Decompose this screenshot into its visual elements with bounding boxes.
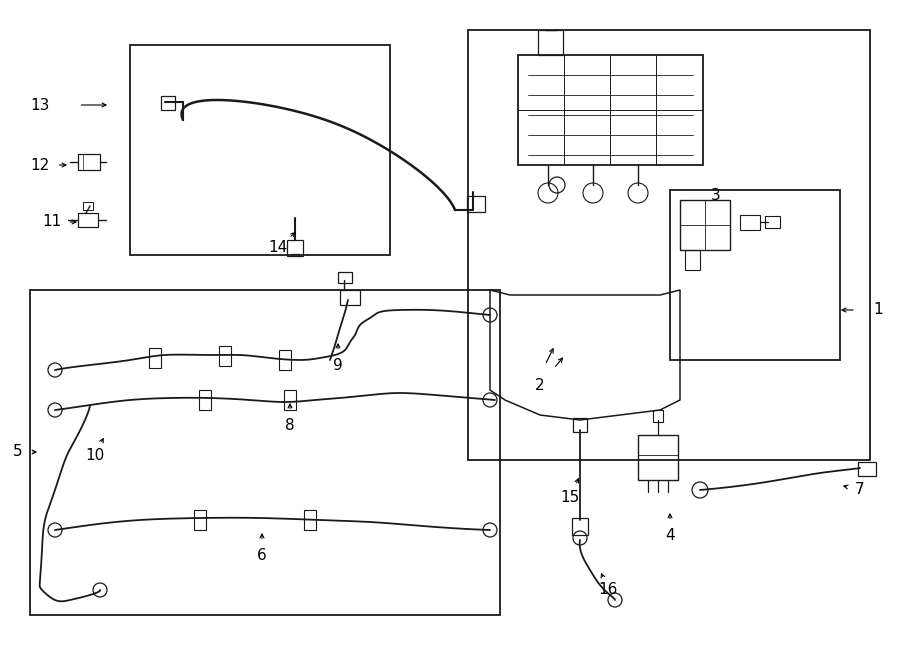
Bar bbox=[304, 510, 316, 530]
Text: 6: 6 bbox=[257, 547, 267, 563]
Text: 9: 9 bbox=[333, 358, 343, 373]
Bar bbox=[467, 196, 485, 212]
Text: 13: 13 bbox=[31, 98, 50, 112]
Bar bbox=[685, 250, 700, 270]
Bar bbox=[161, 96, 175, 110]
Bar bbox=[199, 390, 211, 410]
Bar bbox=[194, 510, 206, 530]
Text: 12: 12 bbox=[31, 157, 50, 173]
Bar bbox=[740, 215, 760, 230]
Bar bbox=[149, 348, 161, 368]
Bar bbox=[518, 55, 703, 165]
Bar bbox=[219, 346, 231, 366]
Bar bbox=[468, 30, 870, 460]
Bar bbox=[287, 240, 303, 256]
Bar bbox=[572, 518, 588, 535]
Bar bbox=[30, 290, 500, 615]
Bar bbox=[765, 216, 780, 228]
Text: 15: 15 bbox=[561, 490, 580, 506]
Text: 1: 1 bbox=[873, 303, 883, 317]
Text: 11: 11 bbox=[42, 215, 61, 229]
Text: 4: 4 bbox=[665, 527, 675, 543]
Text: 8: 8 bbox=[285, 418, 295, 432]
Bar bbox=[340, 290, 360, 305]
Bar bbox=[538, 30, 563, 55]
Text: 10: 10 bbox=[86, 447, 104, 463]
Bar bbox=[83, 202, 93, 210]
Bar bbox=[338, 272, 352, 283]
Text: 5: 5 bbox=[14, 444, 22, 459]
Text: 2: 2 bbox=[536, 377, 544, 393]
Bar bbox=[573, 418, 587, 432]
Bar bbox=[858, 462, 876, 476]
Bar bbox=[130, 45, 390, 255]
Bar bbox=[670, 190, 840, 360]
Text: 14: 14 bbox=[268, 241, 288, 256]
Bar bbox=[680, 200, 730, 250]
Bar bbox=[279, 350, 291, 370]
Text: 7: 7 bbox=[855, 483, 865, 498]
Text: 16: 16 bbox=[598, 582, 617, 598]
Bar bbox=[638, 435, 678, 480]
Text: 3: 3 bbox=[711, 188, 721, 202]
Bar bbox=[78, 213, 98, 227]
Bar bbox=[78, 154, 100, 170]
Bar bbox=[284, 390, 296, 410]
Bar bbox=[653, 410, 663, 422]
